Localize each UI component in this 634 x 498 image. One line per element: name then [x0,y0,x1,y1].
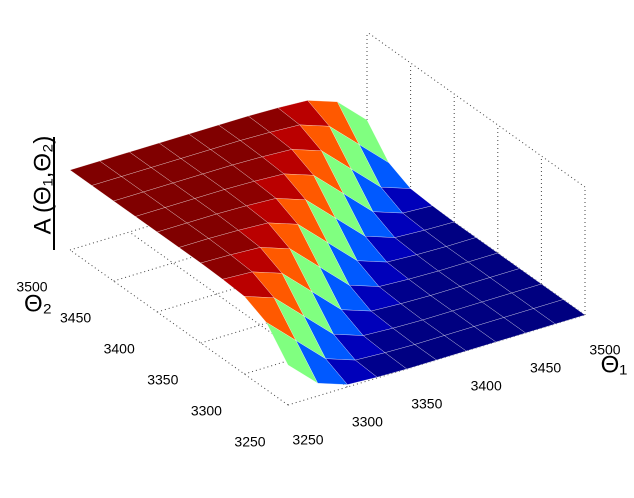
wall-edge [366,31,586,188]
surface-patch [265,321,319,384]
x-tick-label: 3350 [411,396,442,412]
x-tick-label: 3400 [471,378,502,394]
y-axis-label: Θ₂ [24,290,52,317]
x-tick-label: 3300 [352,414,383,430]
floor-grid-line [69,249,289,406]
y-tick-label: 3500 [16,279,47,295]
y-tick-label: 3350 [147,372,178,388]
y-tick-label: 3400 [104,341,135,357]
x-axis-label: Θ₁ [601,351,628,378]
x-tick-label: 3500 [589,342,620,358]
y-tick-label: 3450 [60,310,91,326]
x-tick-label: 3250 [292,432,323,448]
y-tick-label: 3250 [234,434,265,450]
x-tick-label: 3450 [530,360,561,376]
z-axis-label: A (Θ₁,Θ₂) [29,136,56,235]
y-tick-label: 3300 [191,403,222,419]
